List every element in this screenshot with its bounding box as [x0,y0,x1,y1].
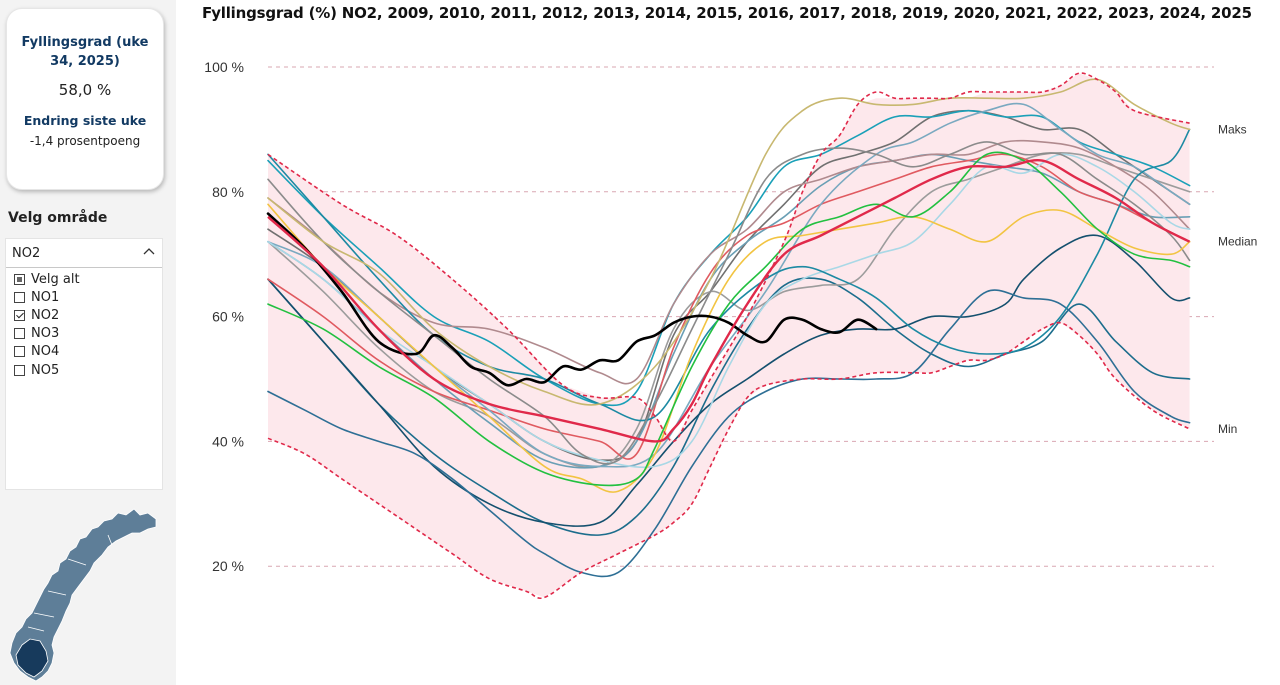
checkbox[interactable] [14,346,25,358]
series-2013[interactable] [267,234,1191,527]
series-2015[interactable] [267,139,1191,385]
slicer-option-label: Velg alt [31,271,80,287]
grid-lines [268,66,1214,567]
reference-lines [267,72,1191,599]
slicer-title: Velg område [8,210,108,226]
area-options: Velg alt NO1 NO2 NO3 NO4 NO5 [14,270,80,379]
slicer-option-label: NO4 [31,344,60,360]
slicer-option-no1[interactable]: NO1 [14,288,80,306]
left-panel: Fyllingsgrad (uke 34, 2025) 58,0 % Endri… [0,0,176,685]
checkbox[interactable] [14,309,25,321]
slicer-option-label: NO2 [31,307,60,323]
y-tick-label: 100 % [204,59,244,75]
slicer-option-label: NO3 [31,326,60,342]
slicer-option-no5[interactable]: NO5 [14,361,80,379]
y-tick-label: 80 % [212,184,244,200]
series-2023[interactable] [267,151,1191,487]
series-2017[interactable] [267,102,1191,468]
slicer-option-label: NO1 [31,289,60,305]
y-tick-label: 40 % [212,433,244,449]
series-2016[interactable] [267,153,1191,460]
reference-median[interactable] [267,159,1191,443]
reference-min[interactable] [267,321,1190,599]
kpi-title: Fyllingsgrad (uke 34, 2025) [21,35,149,69]
chart-title: Fyllingsgrad (%) NO2, 2009, 2010, 2011, … [202,4,1252,22]
min-max-band [268,73,1190,598]
y-axis-labels: 20 % 40 % 60 % 80 % 100 % [204,59,244,574]
checkbox[interactable] [14,328,25,340]
chevron-up-icon [143,248,155,255]
kpi-value: 58,0 % [58,81,112,99]
series-2018[interactable] [267,289,1191,578]
series-2019[interactable] [267,153,1191,469]
right-labels: Maks Median Min [1218,122,1257,436]
fill-level-chart: 20 % 40 % 60 % 80 % 100 % Maks Median Min [204,59,1257,599]
slicer-option-velg-alt[interactable]: Velg alt [14,270,80,288]
series-2024[interactable] [267,78,1191,406]
checkbox[interactable] [14,273,25,285]
norway-map [9,508,157,682]
right-label-min: Min [1218,422,1237,436]
norway-map-south [15,638,49,678]
kpi-change-title: Endring siste uke [23,113,147,128]
slicer-option-no3[interactable]: NO3 [14,325,80,343]
area-dropdown-value: NO2 [12,246,41,261]
right-label-maks: Maks [1218,122,1247,136]
series-2025[interactable] [266,212,878,387]
checkbox[interactable] [14,291,25,303]
slicer-option-label: NO5 [31,362,60,378]
norway-map-region-lines [27,534,113,632]
y-tick-label: 60 % [212,309,244,325]
y-tick-label: 20 % [212,558,244,574]
checkbox[interactable] [14,364,25,376]
reference-maks[interactable] [267,72,1190,443]
kpi-change-value: -1,4 prosentpoeng [29,134,141,148]
area-slicer: NO2 Velg alt NO1 NO2 NO3 NO4 NO5 [5,238,163,490]
norway-map-shape [9,508,157,682]
kpi-card: Fyllingsgrad (uke 34, 2025) 58,0 % Endri… [6,8,164,190]
area-dropdown[interactable]: NO2 [6,239,162,268]
slicer-option-no4[interactable]: NO4 [14,343,80,361]
min-max-area [268,73,1190,598]
right-label-median: Median [1218,235,1257,249]
slicer-option-no2[interactable]: NO2 [14,306,80,324]
